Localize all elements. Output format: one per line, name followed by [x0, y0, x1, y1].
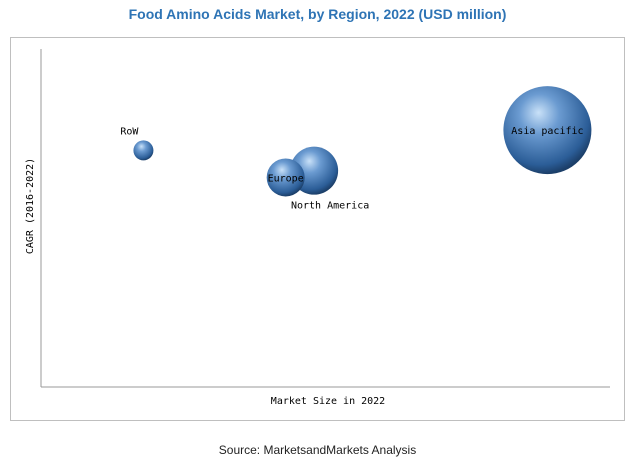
bubble-label-asia-pacific: Asia pacific: [511, 126, 583, 137]
bubble-label-europe: Europe: [268, 173, 304, 184]
source-note: Source: MarketsandMarkets Analysis: [218, 443, 417, 457]
bubble-europe: [266, 158, 305, 197]
chart-title: Food Amino Acids Market, by Region, 2022…: [128, 6, 507, 22]
bubble-label-north-america: North America: [291, 201, 369, 212]
chart-frame: [10, 37, 625, 421]
bubble-label-row: RoW: [120, 126, 139, 137]
x-axis-label: Market Size in 2022: [271, 396, 385, 407]
bubble-asia-pacific: [503, 86, 592, 175]
y-axis-label: CAGR (2016-2022): [25, 158, 36, 254]
bubble-row: [133, 140, 154, 161]
